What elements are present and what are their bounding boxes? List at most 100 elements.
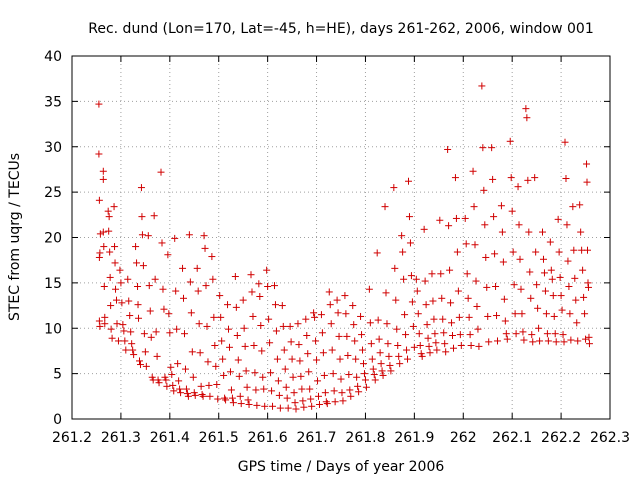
data-point — [418, 352, 426, 360]
data-point — [164, 251, 172, 259]
data-point — [583, 178, 591, 186]
data-point — [116, 266, 124, 274]
data-point — [584, 246, 592, 254]
data-point — [188, 348, 196, 356]
data-point — [375, 335, 383, 343]
data-point — [292, 405, 300, 413]
data-point — [539, 255, 547, 263]
data-point — [491, 250, 499, 258]
data-point — [243, 383, 251, 391]
data-point — [194, 287, 202, 295]
data-point — [511, 310, 519, 318]
data-point — [369, 365, 377, 373]
data-point — [508, 207, 516, 215]
data-point — [438, 294, 446, 302]
data-point — [124, 275, 132, 283]
data-point — [264, 283, 272, 291]
data-point — [275, 391, 283, 399]
data-point — [300, 403, 308, 411]
data-point — [107, 302, 115, 310]
data-point — [138, 231, 146, 239]
x-tick-label: 261.8 — [345, 430, 385, 446]
data-point — [200, 232, 208, 240]
data-point — [398, 232, 406, 240]
data-point — [225, 325, 233, 333]
data-point — [186, 278, 194, 286]
data-point — [232, 303, 240, 311]
data-point — [572, 296, 580, 304]
data-point — [105, 213, 113, 221]
data-point — [409, 322, 417, 330]
data-point — [182, 385, 190, 393]
data-point — [501, 317, 509, 325]
data-point — [331, 398, 339, 406]
data-point — [255, 280, 263, 288]
data-point — [326, 301, 334, 309]
data-point — [119, 321, 127, 329]
y-tick-label: 10 — [44, 321, 62, 337]
data-point — [117, 279, 125, 287]
data-point — [242, 367, 250, 375]
data-point — [320, 371, 328, 379]
data-point — [403, 346, 411, 354]
data-point — [144, 232, 152, 240]
data-point — [379, 371, 387, 379]
data-point — [365, 285, 373, 293]
data-point — [359, 360, 367, 368]
data-point — [413, 287, 421, 295]
data-point — [327, 320, 335, 328]
data-point — [206, 392, 214, 400]
data-point — [168, 371, 176, 379]
data-point — [392, 296, 400, 304]
x-tick-label: 262.3 — [590, 430, 630, 446]
grid-lines — [72, 56, 610, 419]
data-point — [95, 253, 103, 261]
data-point — [114, 337, 122, 345]
data-point — [577, 228, 585, 236]
data-point — [580, 293, 588, 301]
data-point — [127, 328, 135, 336]
data-point — [179, 264, 187, 272]
data-point — [467, 341, 475, 349]
data-point — [466, 331, 474, 339]
data-point — [342, 310, 350, 318]
data-point — [440, 329, 448, 337]
data-point — [585, 340, 593, 348]
data-point — [585, 333, 593, 341]
data-point — [437, 270, 445, 278]
data-point — [338, 389, 346, 397]
data-point — [432, 339, 440, 347]
data-point — [126, 312, 134, 320]
data-point — [455, 313, 463, 321]
data-point — [95, 100, 103, 108]
data-point — [203, 322, 211, 330]
data-point — [509, 248, 517, 256]
data-point — [134, 301, 142, 309]
data-point — [446, 266, 454, 274]
data-point — [423, 321, 431, 329]
data-point — [465, 313, 473, 321]
data-point — [105, 227, 113, 235]
data-point — [401, 311, 409, 319]
data-point — [534, 304, 542, 312]
data-point — [260, 385, 268, 393]
data-point — [129, 346, 137, 354]
data-point — [414, 310, 422, 318]
data-point — [539, 228, 547, 236]
axis-ticks — [71, 55, 611, 420]
data-point — [134, 283, 142, 291]
data-point — [120, 327, 128, 335]
data-point — [146, 307, 154, 315]
data-point — [430, 315, 438, 323]
data-point — [404, 355, 412, 363]
data-point — [426, 349, 434, 357]
data-point — [482, 253, 490, 261]
data-point — [205, 381, 213, 389]
data-point — [193, 264, 201, 272]
data-point — [520, 336, 528, 344]
data-point — [330, 387, 338, 395]
data-point — [135, 314, 143, 322]
data-point — [214, 395, 222, 403]
data-point — [546, 238, 554, 246]
data-point — [311, 313, 319, 321]
